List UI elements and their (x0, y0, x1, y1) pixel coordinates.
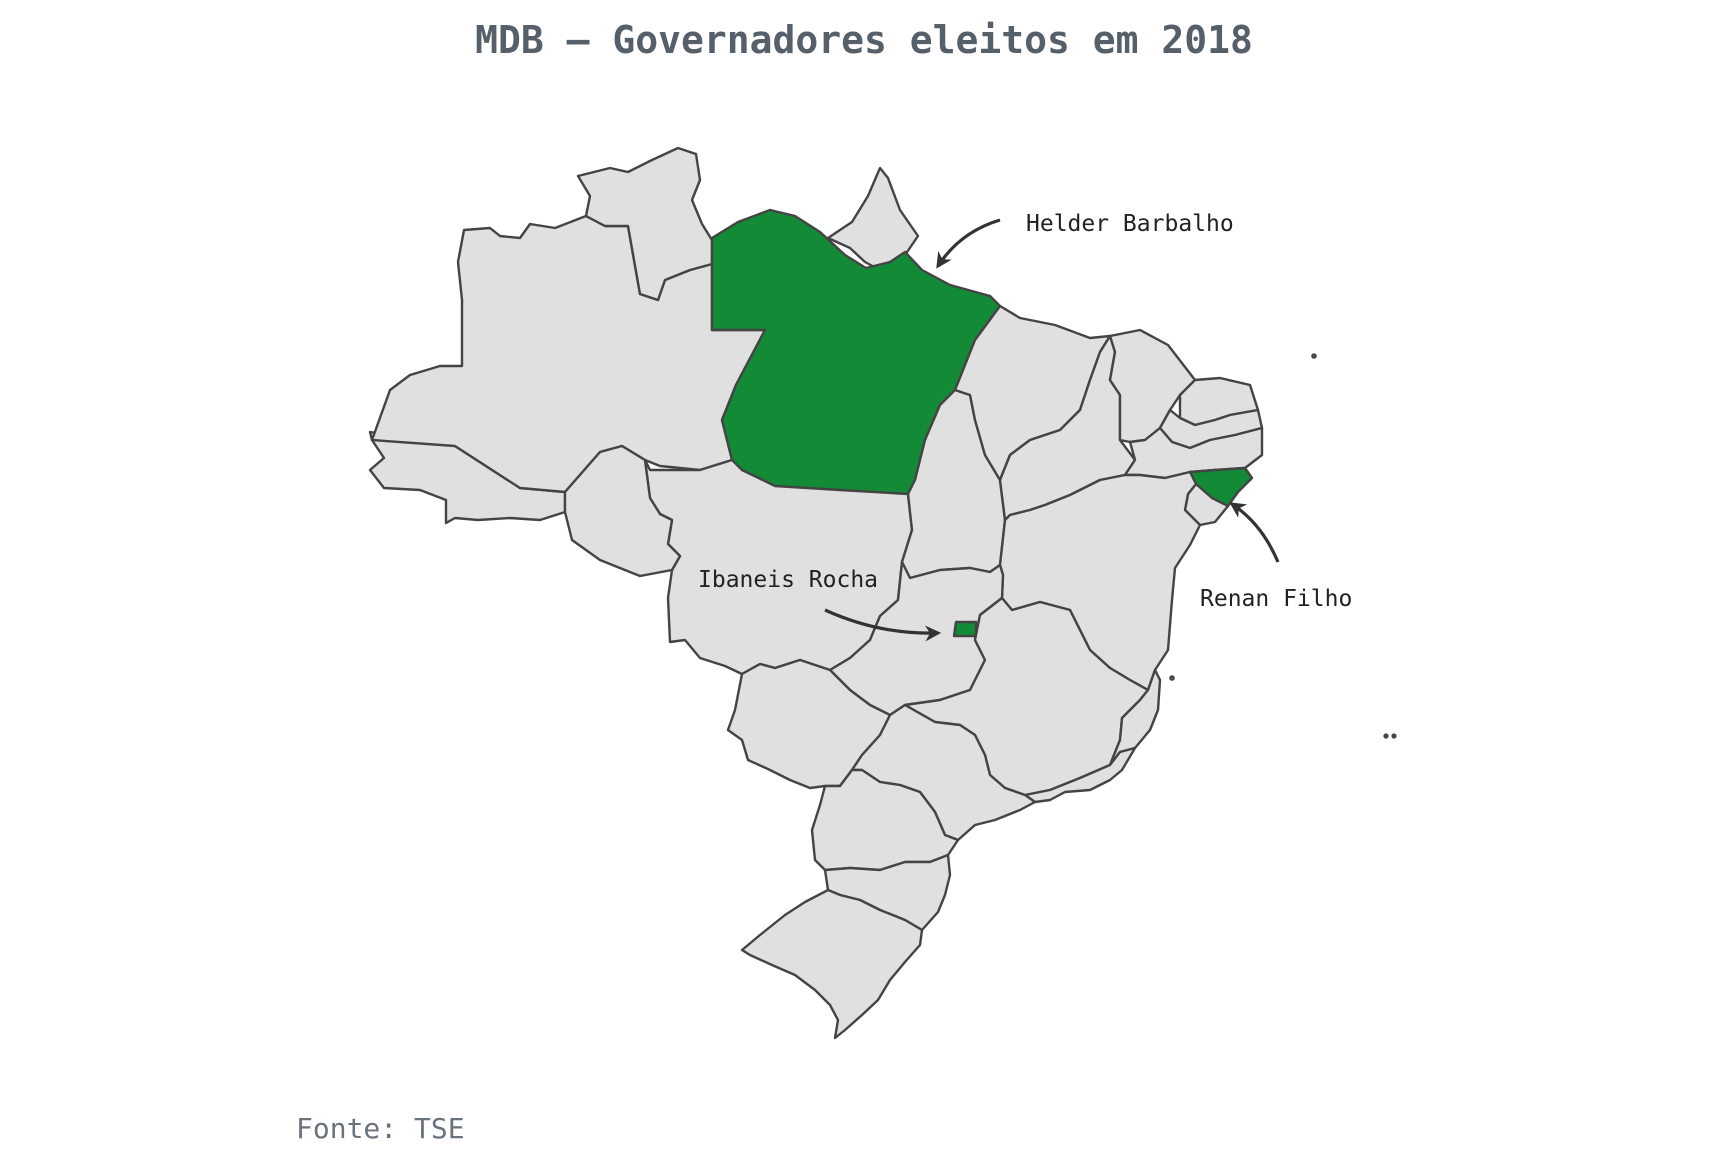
state-amapa (826, 166, 920, 272)
island-fernando-de-noronha (1311, 353, 1317, 359)
map-title: MDB – Governadores eleitos em 2018 (475, 18, 1253, 62)
source-note: Fonte: TSE (296, 1112, 465, 1145)
svg-text:Helder Barbalho: Helder Barbalho (1026, 211, 1234, 237)
island-trindade-2 (1391, 733, 1397, 739)
state-distrito-federal (952, 620, 978, 638)
state-rondonia (563, 444, 682, 578)
island-trindade-1 (1383, 733, 1389, 739)
state-rio-grande-do-sul (740, 888, 924, 1040)
island-abrolhos (1169, 675, 1175, 681)
svg-text:Ibaneis Rocha: Ibaneis Rocha (698, 567, 878, 593)
annotation-ibaneis-rocha: Ibaneis Rocha (698, 567, 942, 642)
annotation-helder-barbalho: Helder Barbalho (936, 211, 1234, 269)
annotation-renan-filho: Renan Filho (1200, 502, 1352, 612)
state-rio-de-janeiro (1023, 746, 1137, 804)
svg-text:Renan Filho: Renan Filho (1200, 586, 1352, 612)
state-parana (810, 768, 960, 872)
